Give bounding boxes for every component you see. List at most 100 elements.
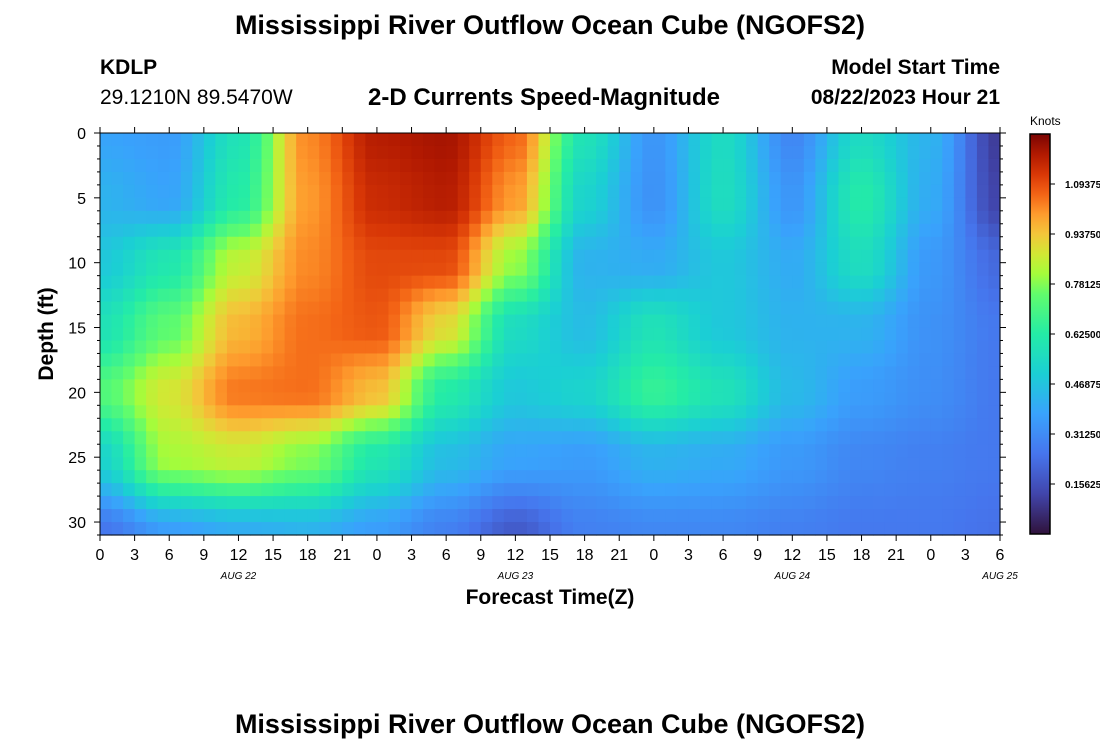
heatmap-cell	[180, 405, 193, 419]
heatmap-cell	[503, 249, 516, 264]
heatmap-cell	[503, 483, 516, 497]
heatmap-cell	[630, 158, 643, 173]
heatmap-cell	[515, 379, 528, 393]
heatmap-cell	[619, 496, 632, 510]
heatmap-cell	[169, 496, 182, 510]
heatmap-cell	[180, 366, 193, 380]
heatmap-cell	[769, 418, 782, 432]
heatmap-cell	[711, 405, 724, 419]
heatmap-cell	[861, 444, 874, 458]
heatmap-cell	[723, 457, 736, 471]
heatmap-cell	[700, 288, 713, 303]
heatmap-cell	[307, 431, 320, 445]
heatmap-cell	[192, 379, 205, 393]
heatmap-cell	[607, 470, 620, 484]
heatmap-cell	[711, 275, 724, 290]
heatmap-cell	[226, 236, 240, 251]
heatmap-cell	[157, 301, 170, 316]
heatmap-cell	[273, 223, 286, 238]
heatmap-cell	[296, 327, 309, 342]
heatmap-cell	[723, 197, 736, 212]
heatmap-cell	[907, 210, 920, 225]
heatmap-cell	[607, 210, 620, 225]
heatmap-cell	[746, 405, 759, 419]
heatmap-cell	[342, 210, 355, 225]
heatmap-cell	[988, 210, 1001, 225]
heatmap-cell	[850, 522, 863, 536]
heatmap-cell	[503, 366, 516, 380]
heatmap-cell	[942, 275, 955, 290]
heatmap-cell	[284, 223, 297, 238]
heatmap-cell	[884, 210, 897, 225]
heatmap-cell	[642, 379, 655, 393]
heatmap-cell	[976, 444, 990, 458]
heatmap-cell	[134, 418, 147, 432]
heatmap-cell	[203, 457, 216, 471]
heatmap-cell	[896, 366, 909, 380]
heatmap-cell	[619, 327, 632, 342]
heatmap-cell	[434, 197, 447, 212]
heatmap-cell	[769, 340, 782, 355]
heatmap-cell	[884, 366, 897, 380]
heatmap-cell	[573, 171, 586, 186]
heatmap-cell	[284, 275, 297, 290]
heatmap-cell	[700, 249, 713, 264]
heatmap-cell	[688, 184, 701, 199]
heatmap-cell	[192, 392, 205, 406]
heatmap-cell	[988, 457, 1001, 471]
heatmap-cell	[261, 223, 274, 238]
heatmap-cell	[953, 145, 966, 160]
heatmap-cell	[815, 379, 828, 393]
heatmap-cell	[319, 418, 332, 432]
heatmap-cell	[250, 366, 263, 380]
heatmap-cell	[861, 353, 874, 368]
heatmap-cell	[665, 133, 678, 147]
heatmap-cell	[700, 197, 713, 212]
heatmap-cell	[307, 275, 320, 290]
heatmap-cell	[873, 314, 886, 329]
heatmap-cell	[296, 405, 309, 419]
heatmap-cell	[123, 405, 136, 419]
heatmap-cell	[111, 431, 124, 445]
heatmap-cell	[630, 210, 643, 225]
heatmap-cell	[907, 496, 920, 510]
x-tick-label: 6	[719, 547, 728, 564]
heatmap-cell	[630, 470, 643, 484]
heatmap-cell	[584, 184, 597, 199]
heatmap-cell	[538, 210, 551, 225]
heatmap-cell	[296, 470, 309, 484]
heatmap-cell	[919, 509, 932, 523]
heatmap-cell	[596, 340, 609, 355]
heatmap-cell	[919, 340, 932, 355]
heatmap-cell	[492, 366, 505, 380]
heatmap-cell	[596, 470, 609, 484]
heatmap-cell	[261, 288, 274, 303]
heatmap-cell	[330, 366, 343, 380]
heatmap-cell	[446, 366, 459, 380]
heatmap-cell	[573, 379, 586, 393]
heatmap-cell	[319, 133, 332, 147]
heatmap-cell	[573, 275, 586, 290]
heatmap-cell	[769, 275, 782, 290]
heatmap-cell	[457, 470, 470, 484]
heatmap-cell	[180, 145, 193, 160]
heatmap-cell	[573, 431, 586, 445]
heatmap-cell	[850, 379, 863, 393]
heatmap-cell	[861, 249, 874, 264]
heatmap-cell	[850, 392, 863, 406]
heatmap-cell	[353, 236, 366, 251]
heatmap-cell	[976, 496, 990, 510]
heatmap-cell	[273, 431, 286, 445]
heatmap-cell	[123, 275, 136, 290]
heatmap-cell	[134, 288, 147, 303]
heatmap-cell	[596, 522, 609, 536]
heatmap-cell	[376, 262, 390, 277]
heatmap-cell	[238, 457, 251, 471]
heatmap-cell	[515, 496, 528, 510]
heatmap-cell	[919, 275, 932, 290]
heatmap-cell	[688, 496, 701, 510]
heatmap-cell	[619, 275, 632, 290]
heatmap-cell	[480, 210, 493, 225]
heatmap-cell	[607, 145, 620, 160]
heatmap-cell	[826, 133, 840, 147]
